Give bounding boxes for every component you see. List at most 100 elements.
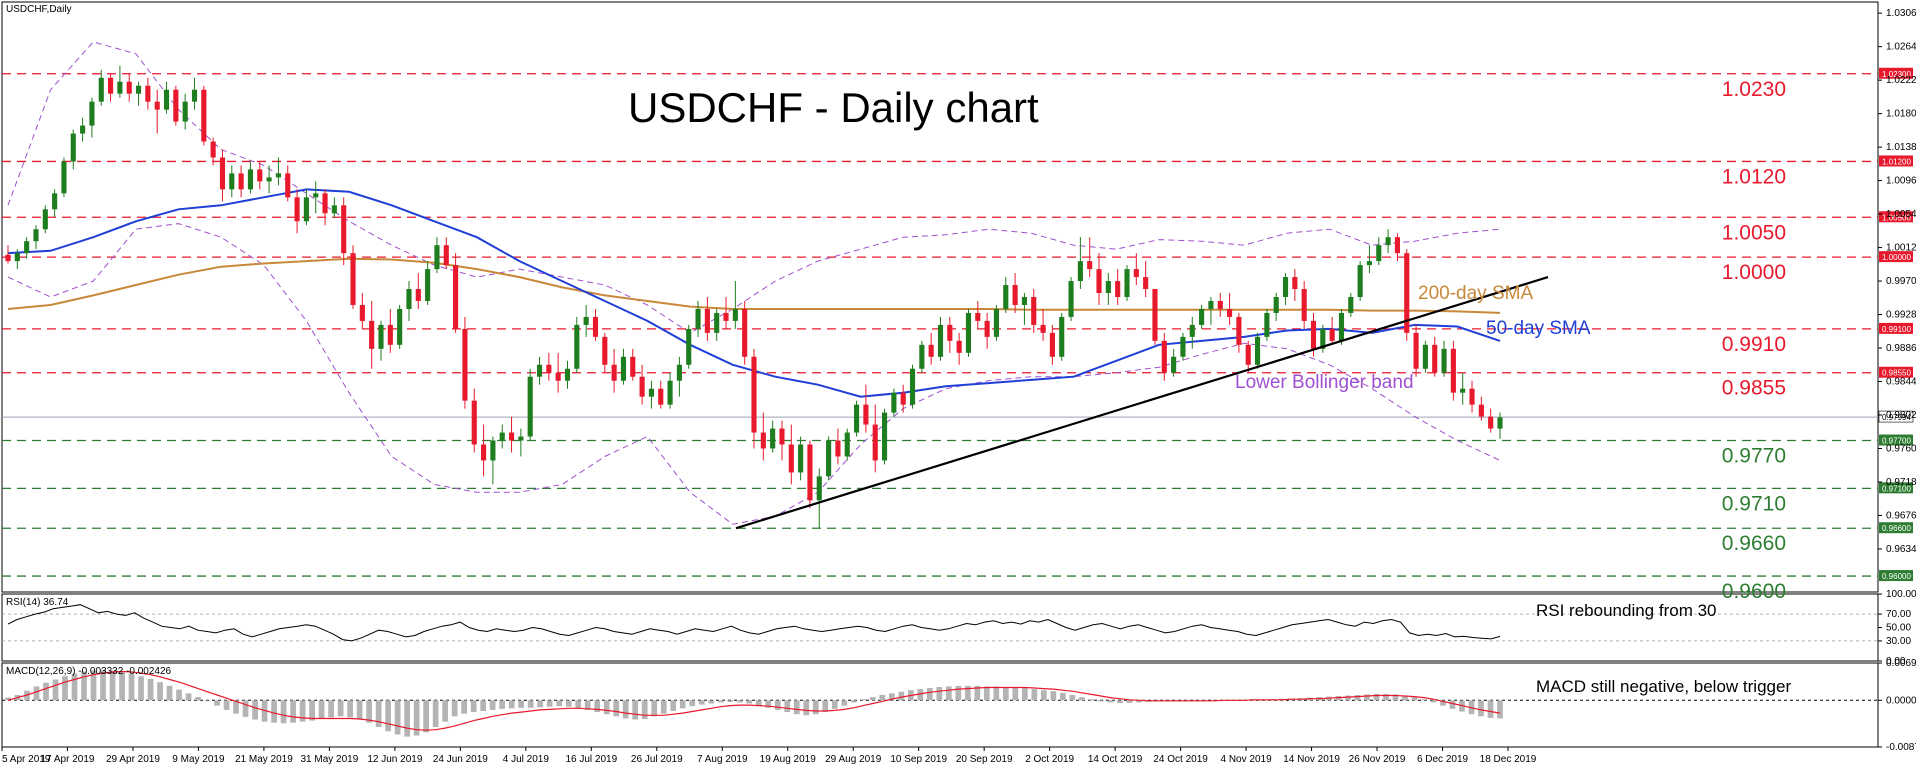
macd-bar bbox=[33, 686, 40, 701]
candle-body bbox=[1376, 245, 1382, 262]
candle-body bbox=[1012, 285, 1018, 305]
candle-body bbox=[1208, 300, 1214, 309]
candle-body bbox=[61, 161, 67, 194]
macd-bar bbox=[708, 700, 715, 704]
x-tick-label: 4 Nov 2019 bbox=[1221, 754, 1273, 765]
macd-bar bbox=[271, 700, 277, 723]
candle-body bbox=[676, 364, 682, 381]
macd-bar bbox=[1440, 700, 1446, 706]
candle-body bbox=[1292, 277, 1298, 290]
macd-bar bbox=[166, 685, 173, 701]
candle-body bbox=[1301, 289, 1307, 321]
price-tick-label: 1.02640 bbox=[1886, 42, 1916, 53]
macd-bar bbox=[603, 700, 610, 715]
candle-body bbox=[1357, 265, 1363, 297]
x-tick-label: 10 Sep 2019 bbox=[890, 754, 947, 765]
rsi-line bbox=[7, 604, 1501, 642]
macd-bar bbox=[1031, 689, 1038, 701]
price-tick-label: 1.00960 bbox=[1886, 176, 1916, 187]
level-label: 0.9600 bbox=[1722, 580, 1786, 603]
candle-body bbox=[42, 209, 48, 230]
x-tick-label: 14 Oct 2019 bbox=[1088, 754, 1143, 765]
sma200-line bbox=[7, 257, 1501, 314]
candle-body bbox=[891, 392, 897, 413]
bollinger-annotation: Lower Bollinger band bbox=[1235, 372, 1414, 393]
candle-body bbox=[881, 412, 888, 461]
bollinger-lower bbox=[7, 223, 1501, 525]
candle-body bbox=[648, 388, 654, 397]
price-tick-label: 1.03060 bbox=[1886, 8, 1916, 19]
macd-bar bbox=[1497, 700, 1503, 719]
macd-bar bbox=[157, 682, 163, 701]
candle-body bbox=[770, 428, 776, 449]
rsi-tick-label: 0.00 bbox=[1886, 656, 1906, 667]
macd-bar bbox=[1373, 693, 1380, 701]
macd-bar bbox=[5, 697, 11, 701]
rsi-tick-label: 30.00 bbox=[1886, 636, 1911, 647]
macd-bar bbox=[831, 700, 838, 709]
candle-body bbox=[266, 177, 272, 182]
level-label: 0.9855 bbox=[1722, 377, 1786, 400]
macd-bar bbox=[1088, 699, 1095, 701]
macd-bar bbox=[52, 679, 59, 701]
candle-body bbox=[993, 308, 1000, 337]
candle-body bbox=[257, 169, 263, 182]
candle-body bbox=[984, 320, 990, 337]
macd-bar bbox=[1040, 690, 1047, 701]
candle-body bbox=[583, 316, 589, 325]
candle-body bbox=[592, 316, 599, 337]
candle-body bbox=[313, 193, 319, 198]
price-tick-label: 1.02220 bbox=[1886, 75, 1916, 86]
candle-body bbox=[937, 324, 944, 357]
level-tag-text: 0.97100 bbox=[1882, 484, 1911, 493]
candle-body bbox=[1422, 344, 1428, 369]
candle-body bbox=[1273, 297, 1279, 313]
candle-body bbox=[611, 364, 617, 381]
candle-body bbox=[1488, 416, 1494, 429]
candle-body bbox=[1105, 281, 1111, 294]
candle-body bbox=[303, 197, 309, 222]
macd-bar bbox=[1069, 694, 1076, 701]
level-tag-text: 0.96000 bbox=[1882, 572, 1911, 581]
candle-body bbox=[1217, 300, 1223, 309]
macd-bar bbox=[62, 676, 68, 701]
level-label: 1.0120 bbox=[1722, 165, 1786, 188]
candle-body bbox=[89, 101, 95, 126]
x-tick-label: 24 Jun 2019 bbox=[433, 754, 488, 765]
candle-body bbox=[1068, 281, 1074, 317]
x-tick-label: 29 Aug 2019 bbox=[825, 754, 882, 765]
macd-bar bbox=[309, 700, 315, 721]
rsi-tick-label: 70.00 bbox=[1886, 609, 1911, 620]
candle-body bbox=[975, 312, 981, 321]
candle-body bbox=[555, 372, 561, 381]
macd-bar bbox=[736, 700, 743, 703]
macd-bar bbox=[622, 700, 629, 719]
x-tick-label: 12 Jun 2019 bbox=[367, 754, 422, 765]
x-tick-label: 31 May 2019 bbox=[300, 754, 358, 765]
macd-bar bbox=[1098, 700, 1104, 702]
candle-body bbox=[471, 400, 477, 445]
candle-body bbox=[210, 141, 216, 158]
macd-bar bbox=[1345, 695, 1351, 701]
macd-bar bbox=[822, 700, 829, 713]
candle-body bbox=[620, 356, 627, 381]
macd-bar bbox=[356, 700, 363, 720]
level-tag bbox=[1879, 155, 1913, 167]
trendline bbox=[735, 276, 1549, 530]
macd-bar bbox=[195, 697, 201, 701]
macd-bar bbox=[480, 700, 487, 711]
macd-bar bbox=[1411, 697, 1418, 701]
level-label: 0.9710 bbox=[1722, 492, 1786, 515]
macd-bar bbox=[869, 697, 876, 701]
macd-bar bbox=[128, 673, 135, 701]
candle-body bbox=[322, 193, 328, 214]
macd-bar bbox=[90, 670, 97, 701]
candle-body bbox=[434, 245, 440, 270]
candle-body bbox=[816, 476, 822, 501]
macd-bar bbox=[717, 700, 724, 703]
candle-body bbox=[117, 81, 123, 94]
candle-body bbox=[788, 444, 794, 473]
